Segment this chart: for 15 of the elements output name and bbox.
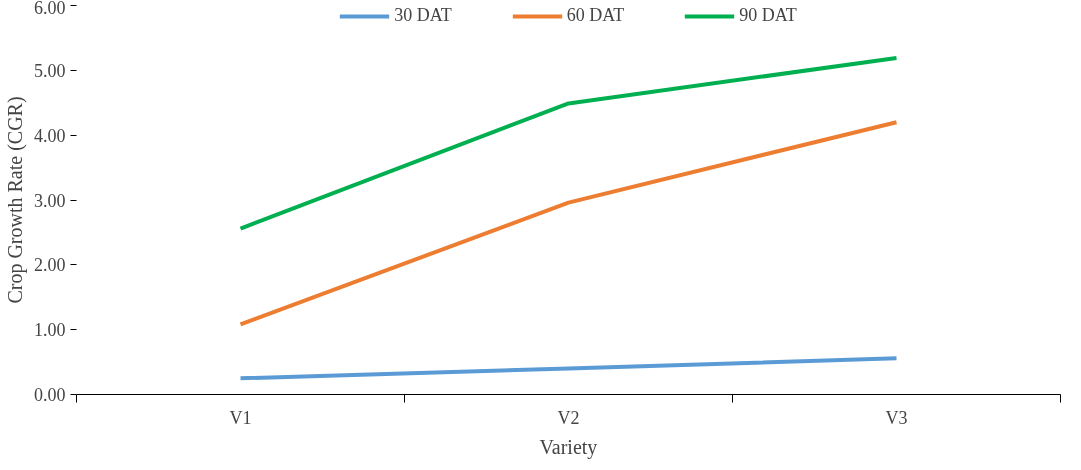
- x-tick-label: V2: [557, 407, 580, 428]
- y-tick-label: 6.00: [34, 0, 66, 18]
- y-axis-title: Crop Growth Rate (CGR): [4, 96, 27, 304]
- y-tick-label: 5.00: [34, 60, 66, 81]
- y-tick-label: 3.00: [34, 190, 66, 211]
- y-tick-label: 1.00: [34, 320, 66, 341]
- y-tick-label: 2.00: [34, 255, 66, 276]
- legend-label: 90 DAT: [739, 5, 797, 26]
- x-tick-label: V1: [229, 407, 252, 428]
- x-axis-title: Variety: [539, 435, 598, 459]
- y-tick-label: 4.00: [34, 125, 66, 146]
- legend-label: 30 DAT: [394, 5, 452, 26]
- x-tick-label: V3: [885, 407, 908, 428]
- legend-label: 60 DAT: [566, 5, 625, 26]
- y-tick-label: 0.00: [34, 385, 66, 405]
